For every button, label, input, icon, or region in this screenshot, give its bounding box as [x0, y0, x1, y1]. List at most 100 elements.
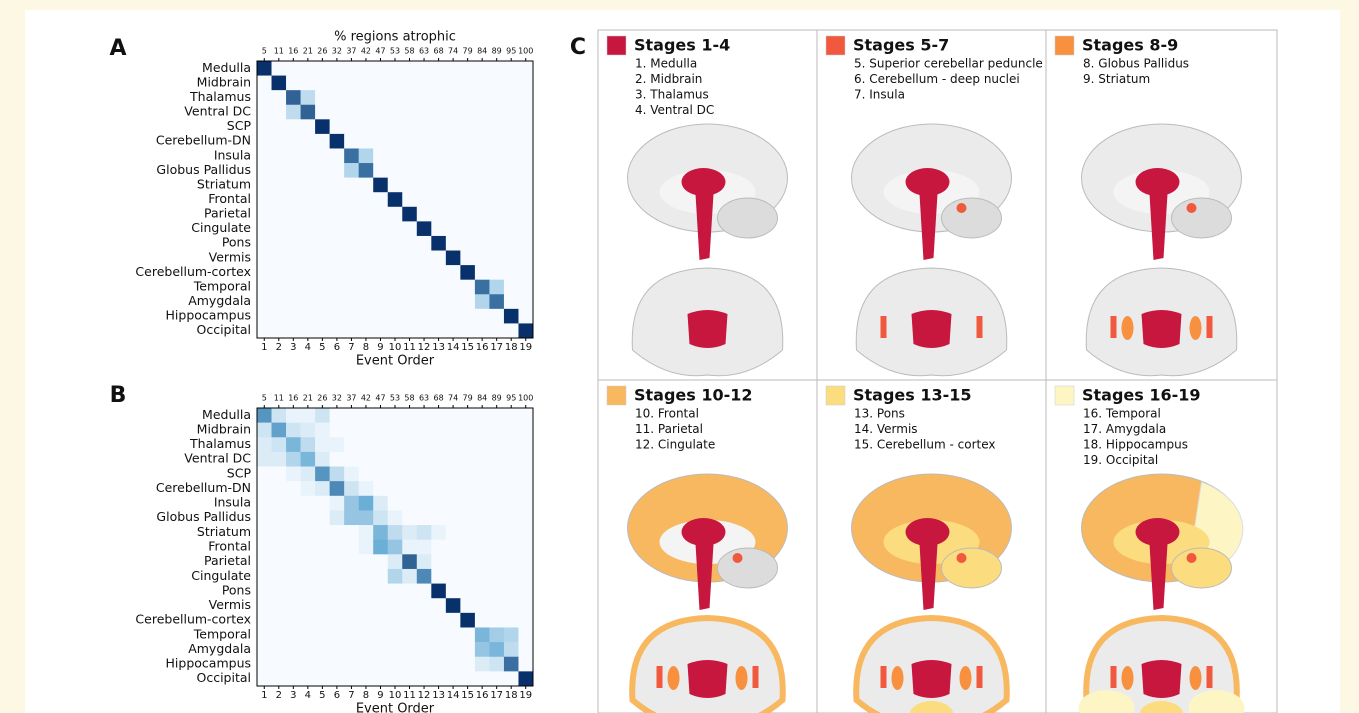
- heatmap-cell: [489, 627, 505, 643]
- heatmap-cell: [358, 495, 374, 511]
- heatmap-cell: [286, 119, 301, 135]
- insula: [976, 666, 983, 688]
- x-tick-label: 19: [519, 342, 532, 353]
- heatmap-cell: [358, 627, 374, 643]
- heatmap-cell: [257, 539, 272, 555]
- heatmap-cell: [402, 148, 418, 164]
- heatmap-cell: [286, 612, 301, 628]
- heatmap-cell: [358, 554, 374, 570]
- heatmap-cell: [518, 90, 534, 106]
- heatmap-cell: [402, 437, 418, 453]
- heatmap-cell: [503, 148, 519, 164]
- x-tick-label: 1: [261, 690, 267, 701]
- heatmap-cell: [344, 598, 359, 614]
- thalamus: [681, 168, 726, 196]
- heatmap-cell: [257, 671, 272, 687]
- heatmap-cell: [373, 250, 389, 266]
- heatmap-cell: [431, 451, 447, 467]
- heatmap-cell: [373, 466, 389, 482]
- heatmap-cell: [358, 510, 374, 526]
- x2-tick-label: 68: [433, 47, 443, 56]
- heatmap-cell: [503, 279, 519, 295]
- heatmap-cell: [402, 206, 418, 222]
- heatmap-cell: [489, 525, 505, 540]
- heatmap-cell: [358, 133, 374, 149]
- heatmap-cell: [286, 221, 301, 237]
- y-tick-label: Ventral DC: [184, 104, 251, 119]
- heatmap-cell: [329, 451, 345, 467]
- heatmap-cell: [416, 294, 432, 310]
- heatmap-cell: [445, 642, 461, 658]
- heatmap-cell: [315, 642, 330, 658]
- x2-tick-label: 63: [419, 47, 429, 56]
- heatmap-cell: [344, 525, 359, 540]
- heatmap-cell: [373, 554, 389, 570]
- heatmap-cell: [344, 104, 359, 120]
- heatmap-cell: [431, 323, 447, 339]
- heatmap-cell: [315, 656, 330, 672]
- heatmap-cell: [373, 612, 389, 628]
- striatum: [735, 666, 748, 690]
- heatmap-cell: [358, 192, 374, 208]
- heatmap-cell: [460, 148, 476, 164]
- heatmap-cell: [518, 75, 534, 91]
- heatmap-cell: [286, 583, 301, 599]
- heatmap-cell: [344, 510, 359, 526]
- heatmap-cell: [358, 61, 374, 76]
- y-tick-label: Amygdala: [188, 293, 251, 308]
- heatmap-cell: [329, 148, 345, 164]
- heatmap-cell: [315, 612, 330, 628]
- heatmap-cell: [315, 279, 330, 295]
- heatmap-cell: [474, 192, 490, 208]
- heatmap-cell: [445, 308, 461, 324]
- heatmap-cell: [402, 119, 418, 135]
- stage-item: 14. Vermis: [854, 422, 918, 436]
- heatmap-cell: [460, 250, 476, 266]
- heatmap-cell: [460, 451, 476, 467]
- heatmap-cell: [271, 422, 287, 438]
- heatmap-cell: [358, 598, 374, 614]
- heatmap-cell: [402, 163, 418, 178]
- heatmap-cell: [344, 642, 359, 658]
- heatmap-cell: [431, 148, 447, 164]
- heatmap-cell: [300, 466, 316, 482]
- y-tick-label: Cerebellum-DN: [156, 480, 251, 495]
- heatmap-cell: [329, 308, 345, 324]
- heatmap-cell: [344, 627, 359, 643]
- heatmap-cell: [518, 221, 534, 237]
- heatmap-cell: [344, 265, 359, 280]
- heatmap-cell: [315, 250, 330, 266]
- cerebellum: [941, 547, 1002, 589]
- heatmap-cell: [474, 466, 490, 482]
- heatmap-cell: [271, 104, 287, 120]
- x2-tick-label: 47: [375, 394, 385, 403]
- stage-swatch: [1054, 385, 1075, 406]
- heatmap-cell: [460, 612, 476, 628]
- heatmap-cell: [489, 466, 505, 482]
- heatmap-cell: [460, 221, 476, 237]
- x-tick-label: 3: [290, 342, 296, 353]
- heatmap-cell: [460, 583, 476, 599]
- x2-tick-label: 68: [433, 394, 443, 403]
- heatmap-cell: [431, 104, 447, 120]
- heatmap-cell: [489, 481, 505, 497]
- heatmap-cell: [387, 279, 403, 295]
- heatmap-cell: [474, 61, 490, 76]
- heatmap-cell: [286, 294, 301, 310]
- heatmap-cell: [503, 294, 519, 310]
- heatmap-cell: [402, 221, 418, 237]
- heatmap-cell: [329, 104, 345, 120]
- heatmap-cell: [503, 323, 519, 339]
- heatmap-cell: [300, 525, 316, 540]
- heatmap-cell: [387, 75, 403, 91]
- heatmap-cell: [387, 642, 403, 658]
- heatmap-cell: [387, 235, 403, 251]
- heatmap-cell: [315, 206, 330, 222]
- heatmap-cell: [358, 656, 374, 672]
- heatmap-cell: [286, 90, 301, 106]
- heatmap-cell: [387, 192, 403, 208]
- heatmap-cell: [402, 104, 418, 120]
- heatmap-cell: [460, 554, 476, 570]
- heatmap-cell: [329, 583, 345, 599]
- heatmap-cell: [431, 495, 447, 511]
